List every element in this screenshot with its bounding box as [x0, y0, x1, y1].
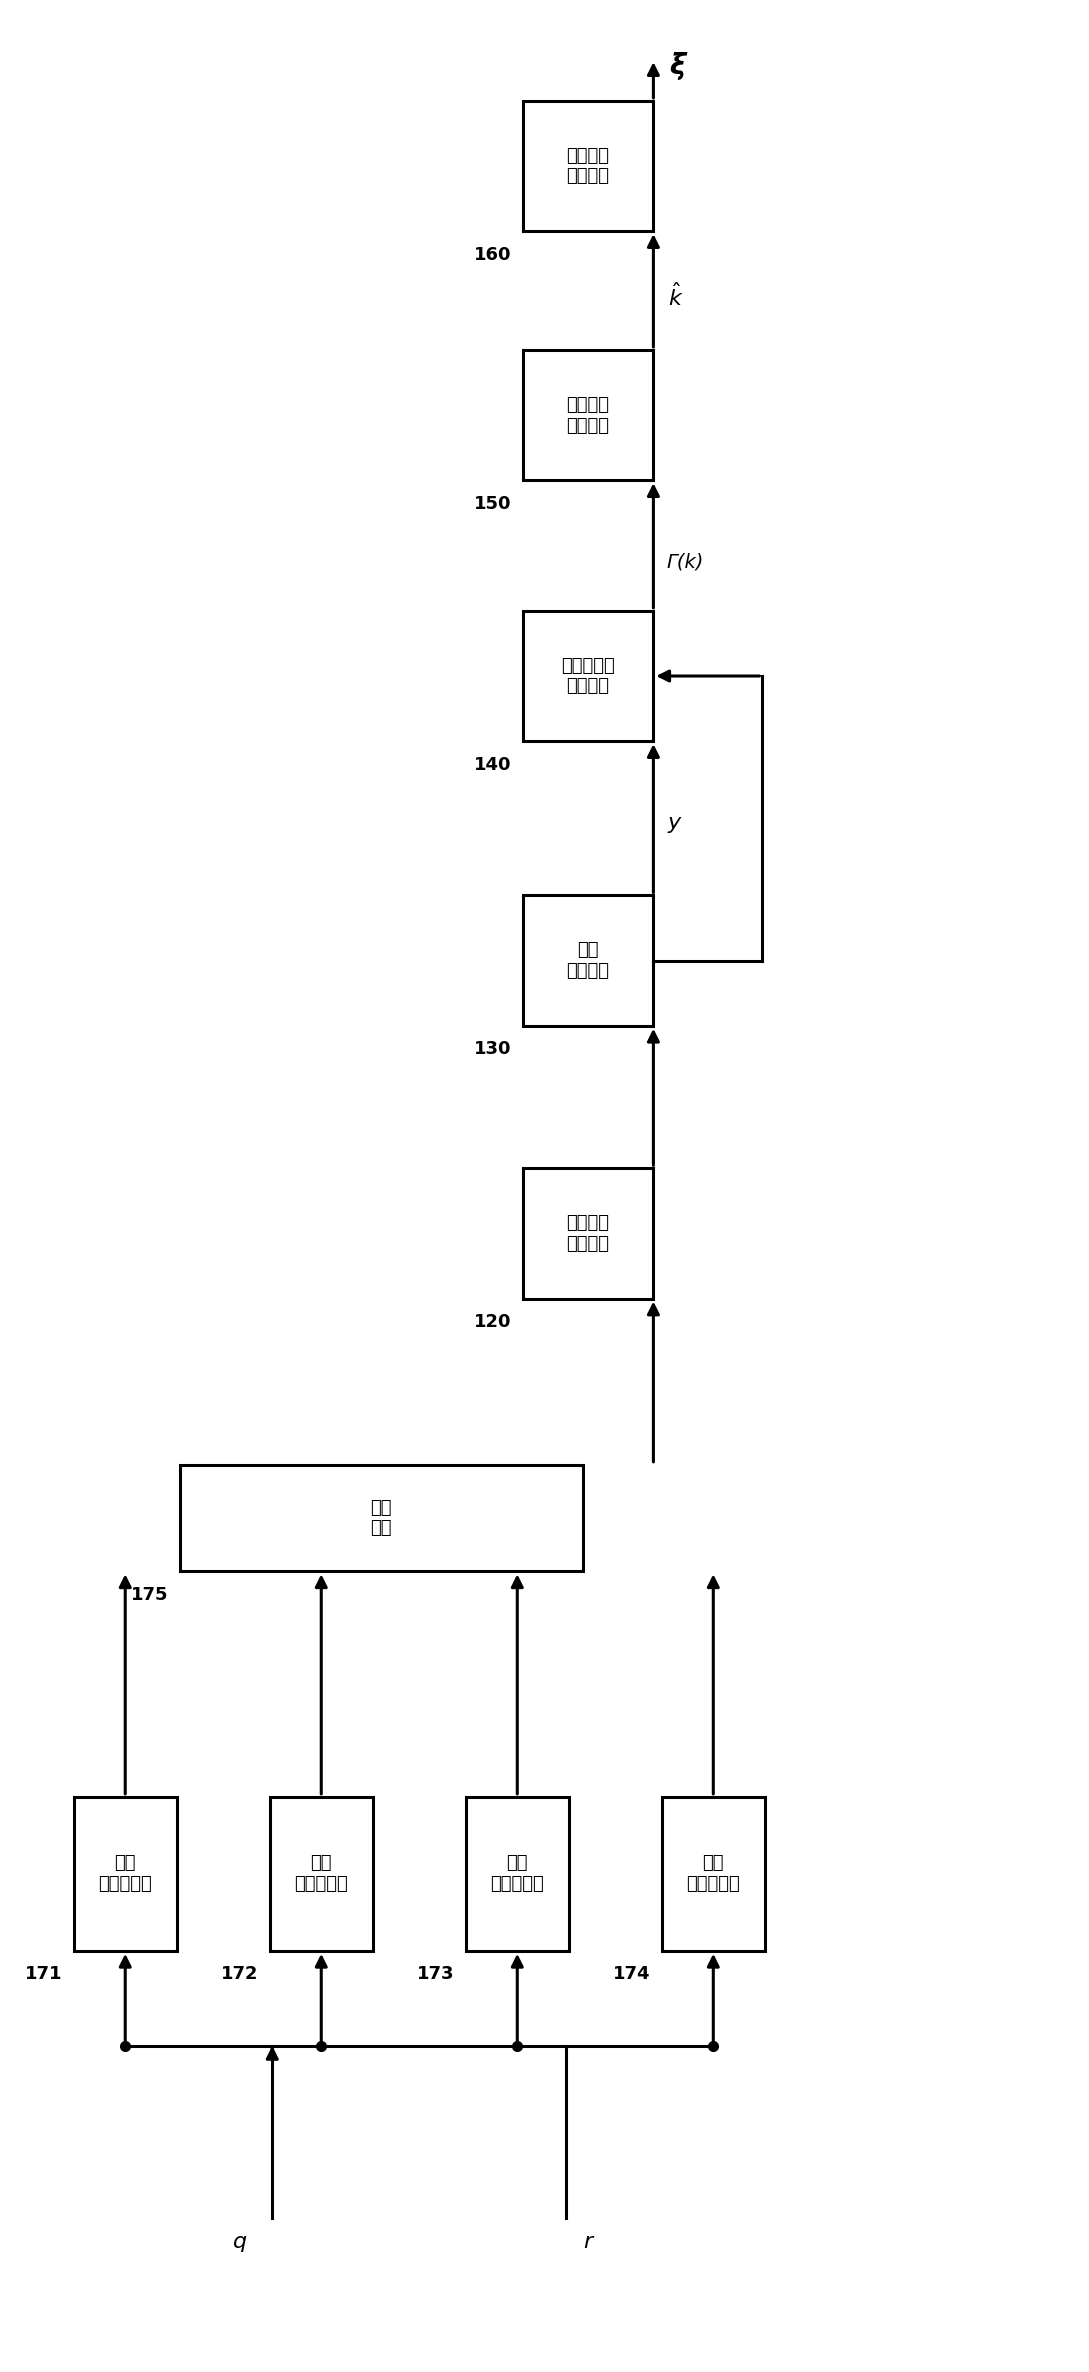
FancyBboxPatch shape [523, 349, 653, 479]
Text: ξ: ξ [670, 52, 686, 81]
Text: 160: 160 [474, 247, 511, 263]
FancyBboxPatch shape [662, 1798, 764, 1950]
Text: 130: 130 [474, 1041, 511, 1058]
Text: 时域峰值
寻找电路: 时域峰值 寻找电路 [566, 1214, 610, 1252]
Text: 171: 171 [25, 1966, 62, 1983]
FancyBboxPatch shape [180, 1466, 583, 1573]
Text: y: y [668, 814, 681, 833]
Text: 150: 150 [474, 496, 511, 512]
Text: $\hat{k}$: $\hat{k}$ [668, 282, 683, 311]
FancyBboxPatch shape [466, 1798, 568, 1950]
Text: 四阶
差分相关器: 四阶 差分相关器 [686, 1855, 741, 1893]
Text: 175: 175 [131, 1587, 168, 1603]
FancyBboxPatch shape [523, 612, 653, 740]
Text: 173: 173 [416, 1966, 454, 1983]
Text: 174: 174 [612, 1966, 650, 1983]
Text: r: r [584, 2232, 592, 2251]
FancyBboxPatch shape [74, 1798, 176, 1950]
Text: Γ(k): Γ(k) [666, 553, 703, 572]
Text: 120: 120 [474, 1314, 511, 1331]
FancyBboxPatch shape [269, 1798, 372, 1950]
Text: 加总
电路: 加总 电路 [370, 1499, 392, 1537]
Text: 数据
截取电路: 数据 截取电路 [566, 942, 610, 980]
FancyBboxPatch shape [523, 1169, 653, 1300]
Text: 二阶
差分相关器: 二阶 差分相关器 [294, 1855, 348, 1893]
Text: 快速傅立叶
转换电路: 快速傅立叶 转换电路 [561, 657, 615, 695]
Text: 频域峰值
寻找电路: 频域峰值 寻找电路 [566, 396, 610, 434]
FancyBboxPatch shape [523, 100, 653, 232]
Text: 140: 140 [474, 757, 511, 773]
Text: 三阶
差分相关器: 三阶 差分相关器 [490, 1855, 544, 1893]
Text: 172: 172 [220, 1966, 258, 1983]
Text: 一阶
差分相关器: 一阶 差分相关器 [98, 1855, 152, 1893]
Text: q: q [233, 2232, 246, 2251]
Text: 载波频偏
计算电路: 载波频偏 计算电路 [566, 147, 610, 185]
FancyBboxPatch shape [523, 894, 653, 1027]
